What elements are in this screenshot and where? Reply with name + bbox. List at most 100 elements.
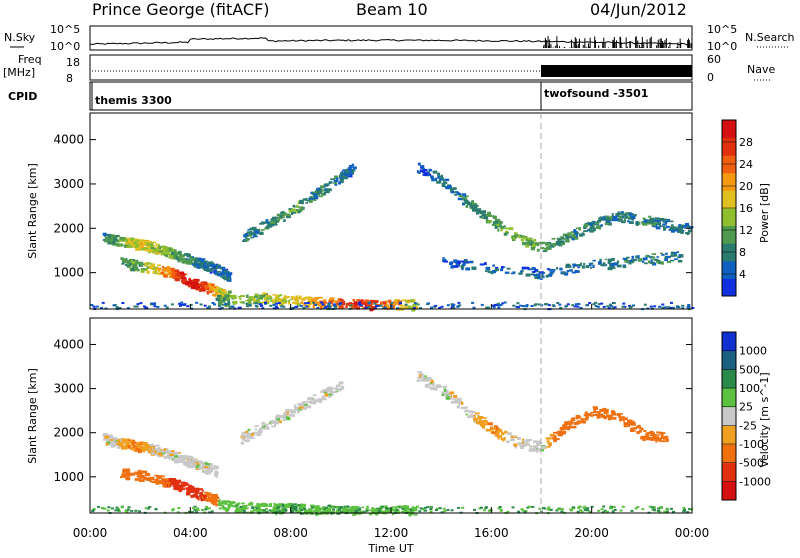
heatmap-cell	[415, 505, 419, 508]
heatmap-cell	[418, 510, 422, 513]
heatmap-cell	[438, 306, 442, 309]
heatmap-cell	[654, 258, 659, 261]
heatmap-cell	[139, 239, 145, 243]
heatmap-cell	[484, 262, 487, 266]
heatmap-cell	[453, 395, 458, 399]
heatmap-cell	[682, 507, 686, 509]
heatmap-cell	[330, 300, 333, 304]
heatmap-cell	[124, 259, 130, 264]
heatmap-cell	[461, 193, 467, 197]
heatmap-cell	[249, 436, 253, 438]
heatmap-cell	[375, 305, 379, 307]
heatmap-cell	[181, 483, 184, 487]
heatmap-cell	[287, 503, 292, 507]
heatmap-cell	[199, 261, 204, 265]
heatmap-cell	[307, 300, 312, 303]
heatmap-cell	[359, 304, 363, 307]
heatmap-cell	[437, 172, 441, 176]
noise-right-tick-bottom: 10^0	[707, 40, 737, 53]
heatmap-cell	[215, 467, 219, 470]
heatmap-cell	[193, 265, 198, 268]
heatmap-cell	[512, 237, 515, 239]
heatmap-cell	[134, 478, 139, 481]
heatmap-cell	[584, 411, 588, 414]
heatmap-cell	[588, 227, 592, 231]
heatmap-cell	[260, 296, 264, 300]
heatmap-cell	[362, 510, 366, 513]
heatmap-cell	[127, 265, 131, 268]
heatmap-cell	[183, 463, 187, 466]
heatmap-cell	[443, 385, 448, 389]
heatmap-cell	[352, 512, 356, 516]
heatmap-cell	[475, 421, 479, 425]
heatmap-cell	[272, 299, 275, 303]
heatmap-cell	[404, 303, 408, 306]
heatmap-cell	[630, 259, 635, 262]
heatmap-cell	[178, 302, 182, 305]
heatmap-cell	[206, 262, 211, 265]
heatmap-cell	[356, 512, 362, 515]
heatmap-cell	[103, 438, 106, 441]
heatmap-cell	[642, 437, 646, 441]
colorbar-tick-label: 28	[739, 136, 753, 149]
heatmap-cell	[336, 177, 339, 181]
heatmap-cell	[618, 219, 621, 222]
heatmap-cell	[456, 193, 461, 196]
heatmap-cell	[240, 441, 244, 445]
heatmap-cell	[108, 236, 112, 239]
nave-block	[541, 65, 692, 77]
heatmap-cell	[312, 301, 316, 304]
heatmap-cell	[121, 302, 125, 304]
heatmap-cell	[335, 506, 339, 509]
heatmap-cell	[499, 509, 503, 512]
y-tick-label: 1000	[53, 470, 84, 484]
heatmap-cell	[521, 440, 525, 444]
heatmap-cell	[525, 440, 530, 443]
heatmap-cell	[648, 215, 652, 218]
heatmap-cell	[216, 287, 221, 290]
heatmap-cell	[143, 242, 148, 246]
heatmap-cell	[437, 175, 441, 179]
heatmap-cell	[260, 509, 263, 512]
heatmap-cell	[489, 422, 493, 426]
heatmap-cell	[131, 262, 135, 266]
heatmap-cell	[297, 403, 302, 406]
heatmap-cell	[396, 510, 400, 513]
heatmap-cell	[656, 431, 662, 434]
heatmap-cell	[412, 306, 416, 309]
x-tick-label: 16:00	[474, 526, 509, 540]
heatmap-cell	[529, 242, 534, 245]
heatmap-cell	[115, 506, 119, 509]
heatmap-cell	[318, 195, 323, 198]
heatmap-cell	[320, 301, 324, 304]
heatmap-cell	[497, 221, 500, 225]
heatmap-cell	[653, 305, 657, 308]
heatmap-cell	[267, 223, 272, 228]
heatmap-cell	[266, 300, 270, 303]
heatmap-cell	[281, 211, 285, 213]
heatmap-cell	[207, 507, 211, 510]
heatmap-cell	[162, 248, 167, 251]
heatmap-cell	[622, 419, 626, 422]
heatmap-cell	[324, 510, 327, 513]
heatmap-cell	[521, 241, 527, 246]
heatmap-cell	[350, 302, 356, 305]
heatmap-cell	[612, 416, 617, 420]
heatmap-cell	[215, 292, 219, 296]
heatmap-cell	[634, 507, 638, 510]
heatmap-cell	[161, 268, 165, 272]
heatmap-cell	[602, 305, 606, 308]
heatmap-cell	[619, 509, 623, 512]
heatmap-cell	[461, 196, 466, 199]
heatmap-cell	[480, 422, 485, 427]
heatmap-cell	[621, 416, 624, 420]
heatmap-cell	[143, 476, 147, 481]
heatmap-cell	[124, 438, 129, 442]
heatmap-cell	[110, 439, 115, 441]
heatmap-cell	[496, 430, 500, 434]
heatmap-cell	[613, 262, 619, 266]
heatmap-cell	[371, 306, 376, 310]
heatmap-cell	[270, 420, 275, 422]
heatmap-cell	[568, 423, 573, 425]
